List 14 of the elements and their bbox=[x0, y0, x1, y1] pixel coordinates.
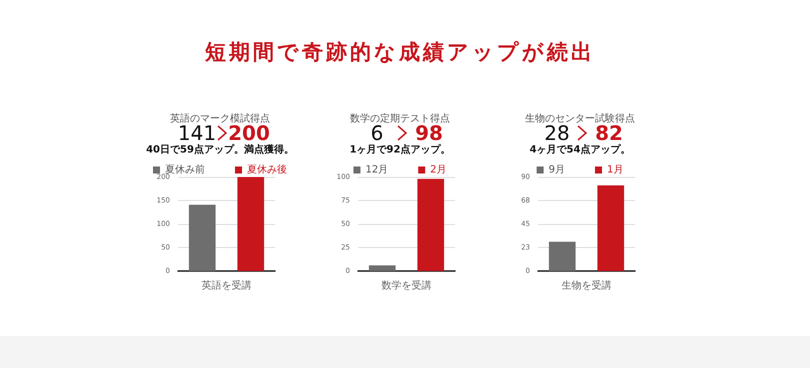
x-axis-title: 数学を受講 bbox=[382, 280, 432, 292]
legend-label: 12月 bbox=[365, 164, 388, 176]
legend-label: 2月 bbox=[430, 164, 447, 176]
legend-label: 夏休み前 bbox=[165, 164, 205, 176]
legend-label: 1月 bbox=[607, 164, 624, 176]
chart-title: 英語のマーク模試得点 bbox=[170, 112, 270, 124]
legend-label: 9月 bbox=[548, 164, 566, 176]
text: 40日で59点アップ。満点獲得。 bbox=[146, 144, 294, 156]
x-axis-title: 生物を受講 bbox=[562, 280, 612, 292]
legend-label: 夏休み後 bbox=[247, 164, 287, 176]
text: 短期間で奇跡的な成績アップが続出 bbox=[204, 39, 596, 66]
text: 4ヶ月で54点アップ。 bbox=[530, 144, 630, 156]
text: 1ヶ月で92点アップ。 bbox=[350, 144, 450, 156]
x-axis-title: 英語を受講 bbox=[202, 280, 252, 292]
